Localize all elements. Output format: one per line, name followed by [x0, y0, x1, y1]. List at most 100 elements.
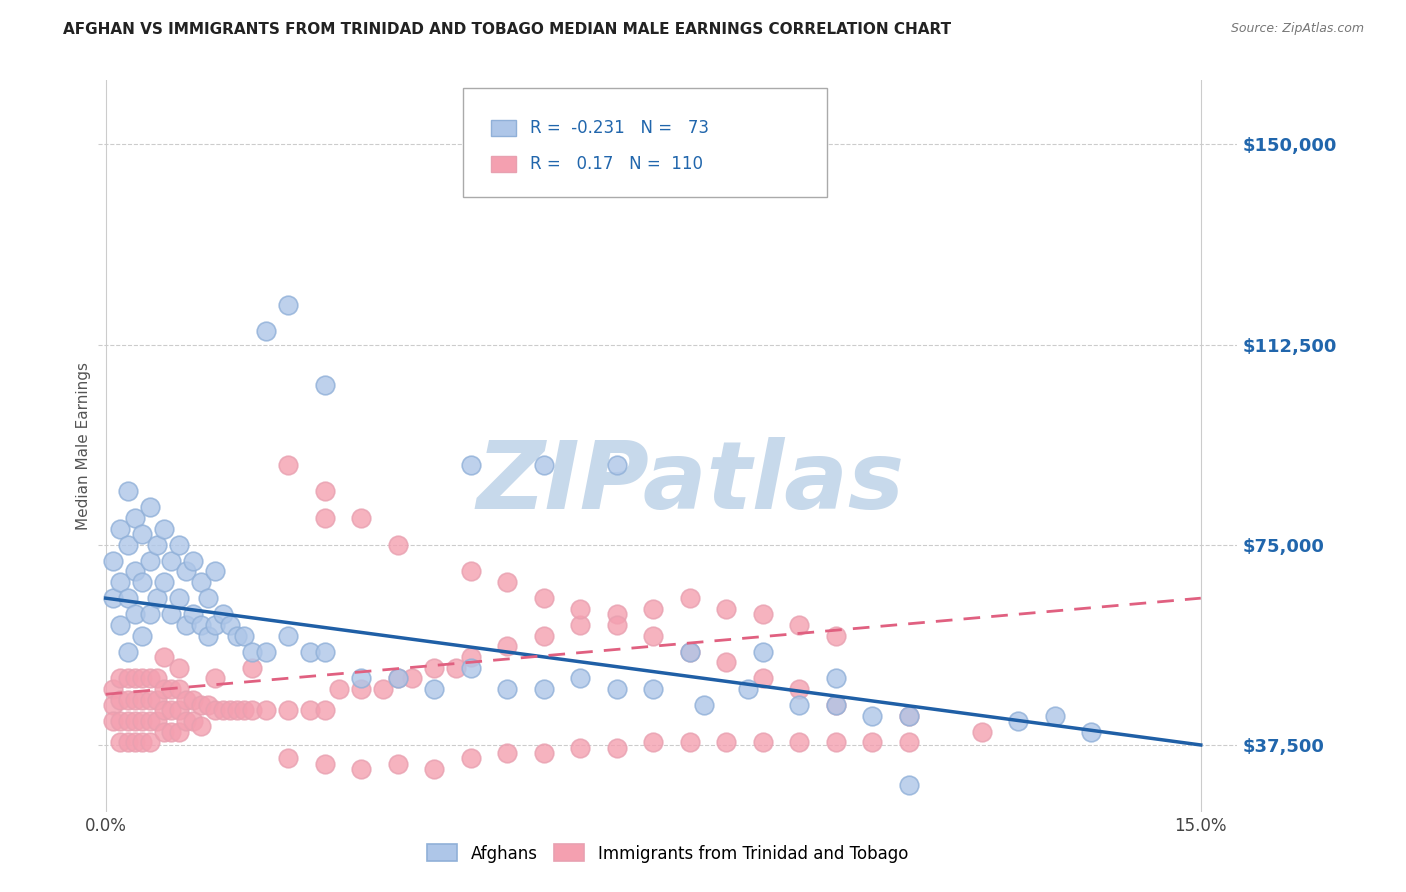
- Point: [190, 698, 212, 712]
- Point: [606, 458, 628, 472]
- Point: [117, 735, 139, 749]
- Point: [131, 527, 153, 541]
- Point: [131, 735, 153, 749]
- Point: [240, 660, 263, 674]
- Point: [643, 735, 665, 749]
- Point: [110, 671, 132, 685]
- Point: [752, 607, 775, 622]
- Point: [350, 681, 373, 696]
- Point: [138, 554, 160, 568]
- Point: [716, 602, 738, 616]
- Point: [218, 703, 240, 717]
- Point: [606, 681, 628, 696]
- Point: [679, 644, 702, 658]
- Point: [204, 671, 226, 685]
- Point: [138, 692, 160, 706]
- Point: [117, 692, 139, 706]
- Point: [110, 618, 132, 632]
- Point: [117, 591, 139, 606]
- Point: [204, 618, 226, 632]
- Text: AFGHAN VS IMMIGRANTS FROM TRINIDAD AND TOBAGO MEDIAN MALE EARNINGS CORRELATION C: AFGHAN VS IMMIGRANTS FROM TRINIDAD AND T…: [63, 22, 952, 37]
- Point: [606, 607, 628, 622]
- Point: [679, 591, 702, 606]
- Point: [423, 681, 446, 696]
- Point: [716, 655, 738, 669]
- Point: [787, 735, 810, 749]
- Point: [277, 703, 299, 717]
- Point: [460, 660, 482, 674]
- Point: [533, 591, 555, 606]
- Point: [460, 458, 482, 472]
- Point: [350, 511, 373, 525]
- Point: [101, 698, 124, 712]
- Point: [153, 649, 176, 664]
- Point: [211, 703, 233, 717]
- Point: [167, 591, 190, 606]
- Point: [131, 671, 153, 685]
- Point: [387, 756, 409, 771]
- Point: [117, 671, 139, 685]
- Point: [160, 554, 183, 568]
- Point: [183, 714, 205, 728]
- Point: [167, 681, 190, 696]
- Point: [153, 522, 176, 536]
- Point: [569, 602, 592, 616]
- Point: [197, 591, 219, 606]
- Point: [160, 681, 183, 696]
- FancyBboxPatch shape: [491, 120, 516, 136]
- Point: [533, 628, 555, 642]
- Y-axis label: Median Male Earnings: Median Male Earnings: [76, 362, 91, 530]
- Point: [314, 377, 336, 392]
- Point: [110, 714, 132, 728]
- Point: [124, 511, 146, 525]
- Point: [204, 565, 226, 579]
- Point: [533, 458, 555, 472]
- Point: [314, 756, 336, 771]
- Point: [233, 628, 256, 642]
- Point: [101, 681, 124, 696]
- Text: R =   0.17   N =  110: R = 0.17 N = 110: [530, 155, 703, 173]
- Point: [643, 681, 665, 696]
- Point: [117, 484, 139, 499]
- Point: [752, 644, 775, 658]
- Point: [146, 538, 169, 552]
- Point: [174, 692, 197, 706]
- Point: [190, 618, 212, 632]
- Point: [160, 703, 183, 717]
- Point: [183, 554, 205, 568]
- Point: [174, 618, 197, 632]
- Point: [460, 565, 482, 579]
- Point: [606, 618, 628, 632]
- Point: [138, 607, 160, 622]
- Point: [197, 628, 219, 642]
- Point: [124, 565, 146, 579]
- Point: [138, 500, 160, 515]
- Point: [752, 671, 775, 685]
- Point: [110, 575, 132, 590]
- Point: [299, 703, 322, 717]
- Point: [371, 681, 394, 696]
- Point: [277, 297, 299, 311]
- Point: [160, 724, 183, 739]
- Point: [387, 671, 409, 685]
- Point: [240, 644, 263, 658]
- Point: [299, 644, 322, 658]
- Point: [314, 511, 336, 525]
- Point: [160, 607, 183, 622]
- Point: [211, 607, 233, 622]
- Point: [153, 681, 176, 696]
- Point: [277, 751, 299, 765]
- Point: [197, 698, 219, 712]
- Point: [423, 660, 446, 674]
- Point: [716, 735, 738, 749]
- Point: [643, 628, 665, 642]
- Point: [314, 484, 336, 499]
- Point: [101, 554, 124, 568]
- Point: [350, 762, 373, 776]
- Point: [569, 740, 592, 755]
- Point: [496, 746, 519, 760]
- Point: [167, 703, 190, 717]
- Point: [254, 324, 277, 338]
- Point: [146, 591, 169, 606]
- Point: [1007, 714, 1029, 728]
